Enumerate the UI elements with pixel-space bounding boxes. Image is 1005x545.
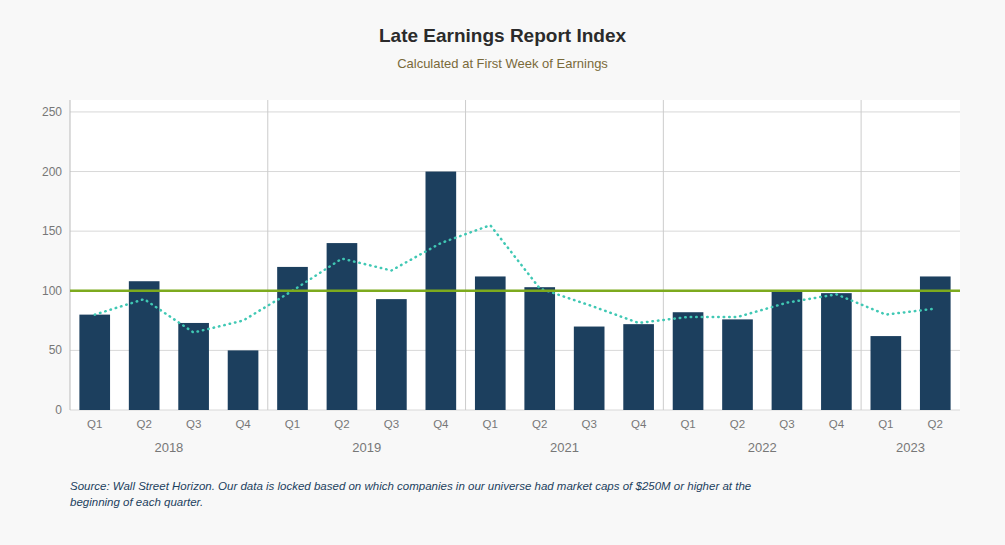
bar <box>277 267 308 410</box>
group-label: 2018 <box>154 440 183 455</box>
y-tick-label: 200 <box>42 165 62 179</box>
x-tick-label: Q2 <box>928 418 943 430</box>
bar <box>574 327 605 410</box>
bar <box>871 336 902 410</box>
source-line: Source: Wall Street Horizon. Our data is… <box>70 480 751 492</box>
bar <box>722 319 753 410</box>
x-tick-label: Q1 <box>878 418 893 430</box>
x-tick-label: Q4 <box>235 418 251 430</box>
group-separator <box>663 100 664 410</box>
bar <box>178 323 209 410</box>
marks <box>70 172 960 410</box>
x-tick-label: Q1 <box>680 418 695 430</box>
x-tick-label: Q1 <box>483 418 498 430</box>
line <box>95 225 936 332</box>
title: Late Earnings Report Index <box>379 25 626 46</box>
x-tick-label: Q3 <box>779 418 794 430</box>
y-tick-label: 50 <box>49 343 63 357</box>
y-tick-label: 150 <box>42 224 62 238</box>
group-label: 2019 <box>352 440 381 455</box>
y-tick-label: 250 <box>42 105 62 119</box>
group-separator <box>465 100 466 410</box>
bar <box>79 315 110 410</box>
group-separator <box>861 100 862 410</box>
grid-line <box>70 171 960 172</box>
bar <box>524 287 555 410</box>
group-separator <box>267 100 268 410</box>
reference-line <box>70 290 960 293</box>
x-tick-label: Q3 <box>186 418 201 430</box>
x-tick-label: Q1 <box>285 418 300 430</box>
x-tick-label: Q4 <box>829 418 845 430</box>
y-tick-label: 0 <box>55 403 62 417</box>
x-tick-label: Q3 <box>581 418 596 430</box>
grid-line <box>70 111 960 112</box>
x-tick-label: Q2 <box>136 418 151 430</box>
source-line: beginning of each quarter. <box>70 496 203 508</box>
bar <box>623 324 654 410</box>
bar <box>772 291 803 410</box>
group-label: 2021 <box>550 440 579 455</box>
grid-line <box>70 231 960 232</box>
source: Source: Wall Street Horizon. Our data is… <box>70 480 751 508</box>
y-tick-label: 100 <box>42 284 62 298</box>
bar <box>129 281 160 410</box>
x-tick-label: Q1 <box>87 418 102 430</box>
x-tick-label: Q2 <box>334 418 349 430</box>
bar <box>673 312 704 410</box>
bar <box>920 276 951 410</box>
subtitle: Calculated at First Week of Earnings <box>397 56 608 71</box>
grid-line <box>70 290 960 291</box>
x-tick-label: Q3 <box>384 418 399 430</box>
group-label: 2023 <box>896 440 925 455</box>
bar <box>821 293 852 410</box>
y-axis-line <box>70 100 71 410</box>
x-tick-label: Q4 <box>433 418 449 430</box>
bar <box>228 350 259 410</box>
bar <box>376 299 407 410</box>
chart: Late Earnings Report Index Calculated at … <box>0 0 1005 545</box>
group-label: 2022 <box>748 440 777 455</box>
x-tick-label: Q4 <box>631 418 647 430</box>
x-tick-label: Q2 <box>532 418 547 430</box>
x-tick-label: Q2 <box>730 418 745 430</box>
bar <box>327 243 358 410</box>
bar <box>475 276 506 410</box>
plot-background <box>70 100 960 410</box>
